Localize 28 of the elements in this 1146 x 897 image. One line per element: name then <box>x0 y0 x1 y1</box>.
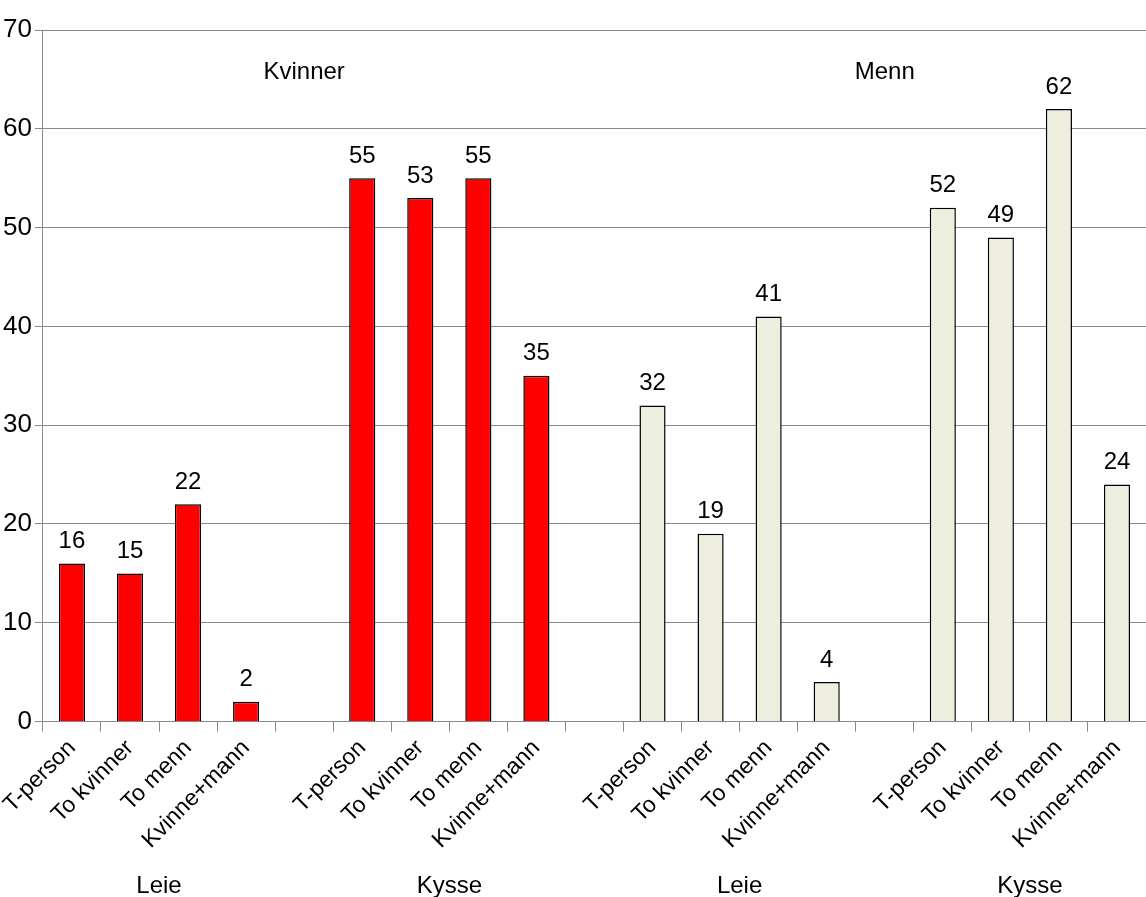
data-label: 52 <box>929 170 957 198</box>
y-tick-label: 60 <box>3 111 32 142</box>
y-tick-label: 0 <box>17 704 32 735</box>
data-label: 35 <box>523 338 550 366</box>
data-label: 53 <box>406 160 434 188</box>
data-label: 62 <box>1045 71 1073 99</box>
data-label: 15 <box>116 536 144 564</box>
data-label: 49 <box>987 200 1015 228</box>
data-label: 24 <box>1103 447 1131 475</box>
data-label: 55 <box>464 140 492 168</box>
data-label: 19 <box>697 496 724 524</box>
data-label: 32 <box>639 368 666 396</box>
data-label: 22 <box>174 466 202 494</box>
data-label: 2 <box>239 664 253 692</box>
y-tick-label: 40 <box>3 309 32 340</box>
annotation: Kvinner <box>263 56 345 84</box>
y-tick-label: 50 <box>3 210 32 241</box>
annotation: Menn <box>854 56 915 84</box>
text: Leie <box>716 871 763 897</box>
y-tick-label: 30 <box>3 408 32 439</box>
data-label: 16 <box>58 526 86 554</box>
data-label: 41 <box>755 279 782 307</box>
data-label: 55 <box>348 140 376 168</box>
data-label: 4 <box>820 644 834 672</box>
y-tick-label: 10 <box>3 605 32 636</box>
text: Leie <box>136 871 182 897</box>
y-tick-label: 20 <box>3 507 32 538</box>
y-tick-label: 70 <box>3 13 32 44</box>
